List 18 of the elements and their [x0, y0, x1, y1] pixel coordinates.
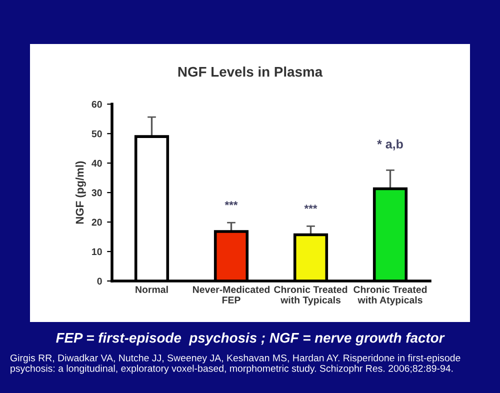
data-label: * a,b: [377, 139, 403, 150]
chart-title: NGF Levels in Plasma: [178, 66, 323, 77]
y-tick-label: 60: [92, 100, 102, 108]
y-tick-label: 20: [92, 218, 102, 226]
text: FEP = first-episode psychosis ; NGF = nerve growth factor: [56, 332, 445, 346]
y-tick-label: 0: [97, 278, 102, 285]
y-tick-label: 50: [92, 130, 102, 138]
y-tick-label: 40: [92, 160, 102, 167]
x-tick-label: Never-Medicated FEP: [193, 286, 270, 304]
x-tick-label: Chronic Treated with Typicals: [274, 286, 348, 306]
text: Girgis RR, Diwadkar VA, Nutche JJ, Sweeney JA, Keshavan MS, Hardan AY. Risperidone in first-episode psychosis: a longitudinal, exploratory voxel-based, morphometric study. Schizophr Res. 2006;82:89-94.: [10, 354, 460, 374]
x-tick-label: Normal: [136, 286, 168, 293]
x-tick-label: Chronic Treated with Atypicals: [354, 286, 427, 306]
data-label: ***: [304, 204, 318, 209]
y-tick-label: 10: [92, 248, 102, 256]
data-label: ***: [224, 201, 238, 206]
y-axis-title: NGF (pg/ml): [76, 161, 86, 224]
y-tick-label: 30: [92, 189, 102, 196]
